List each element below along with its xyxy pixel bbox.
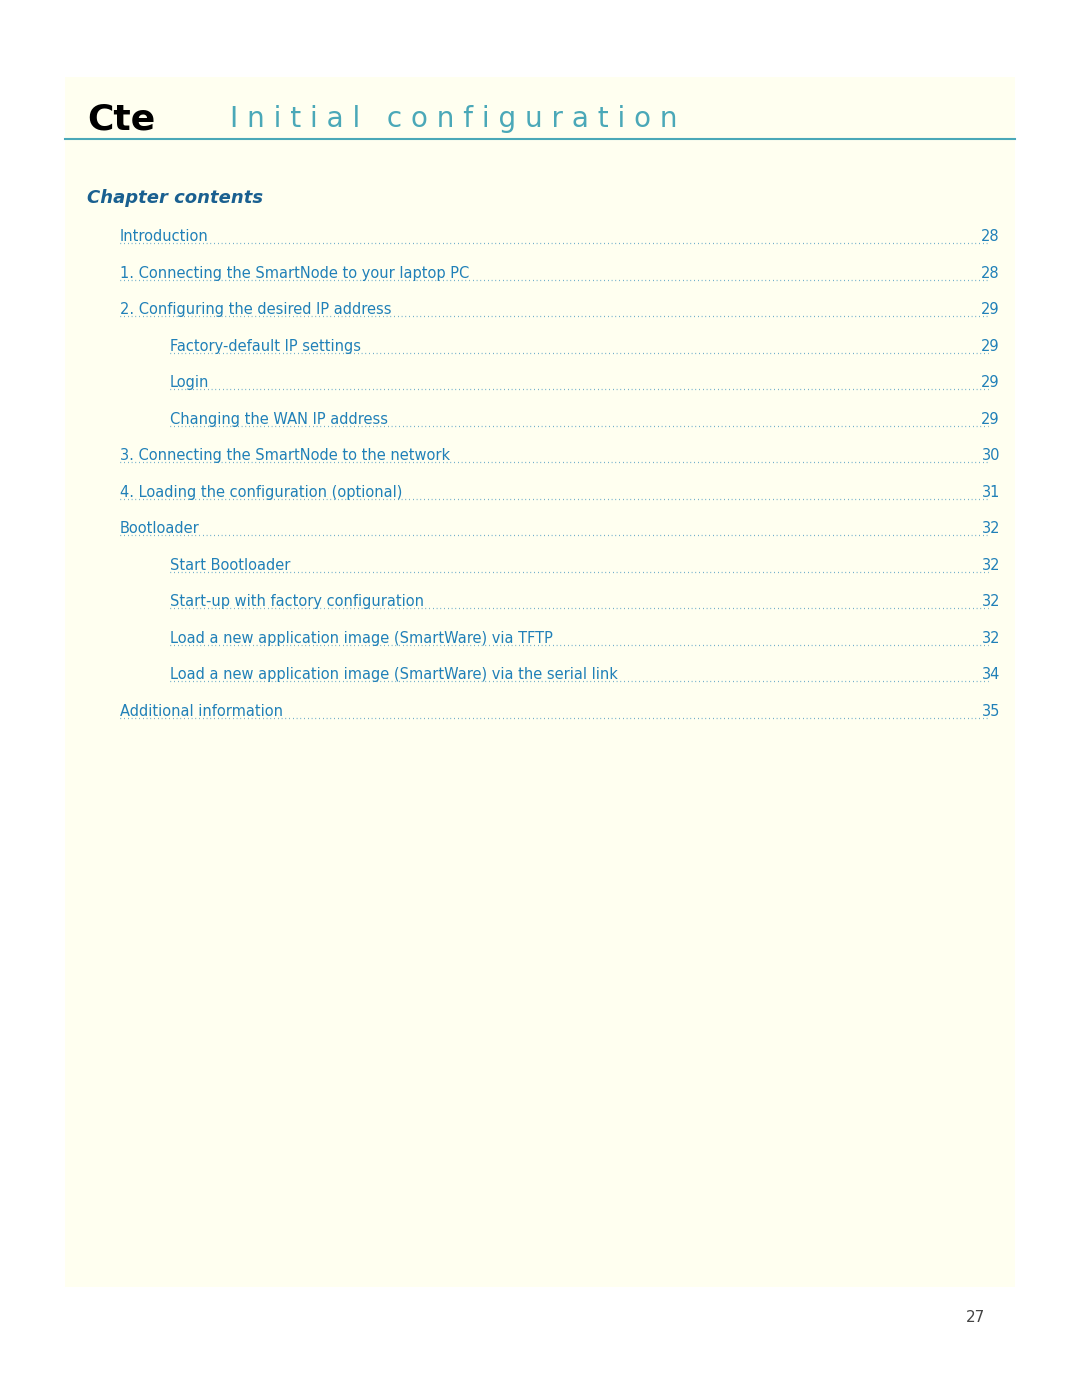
Text: Additional information: Additional information: [120, 704, 283, 718]
Text: Login: Login: [170, 374, 210, 390]
Text: 35: 35: [982, 704, 1000, 718]
Text: Changing the WAN IP address: Changing the WAN IP address: [170, 412, 388, 426]
Text: 31: 31: [982, 485, 1000, 500]
Text: 32: 32: [982, 521, 1000, 536]
Text: 32: 32: [982, 630, 1000, 645]
Text: 29: 29: [982, 302, 1000, 317]
Text: 28: 28: [982, 229, 1000, 244]
Text: Factory-default IP settings: Factory-default IP settings: [170, 338, 361, 353]
Text: Bootloader: Bootloader: [120, 521, 200, 536]
Text: 2. Configuring the desired IP address: 2. Configuring the desired IP address: [120, 302, 391, 317]
Text: 32: 32: [982, 594, 1000, 609]
Text: Load a new application image (SmartWare) via the serial link: Load a new application image (SmartWare)…: [170, 666, 618, 682]
Text: 32: 32: [982, 557, 1000, 573]
Text: Start Bootloader: Start Bootloader: [170, 557, 291, 573]
Text: 1. Connecting the SmartNode to your laptop PC: 1. Connecting the SmartNode to your lapt…: [120, 265, 469, 281]
Text: Introduction: Introduction: [120, 229, 208, 244]
Text: 29: 29: [982, 338, 1000, 353]
Text: Start-up with factory configuration: Start-up with factory configuration: [170, 594, 424, 609]
Text: Chapter contents: Chapter contents: [87, 189, 264, 207]
Text: 34: 34: [982, 666, 1000, 682]
Text: Cte: Cte: [87, 102, 156, 136]
Text: 30: 30: [982, 448, 1000, 462]
Text: Load a new application image (SmartWare) via TFTP: Load a new application image (SmartWare)…: [170, 630, 553, 645]
FancyBboxPatch shape: [65, 77, 1015, 1287]
Text: 27: 27: [966, 1310, 985, 1324]
Text: 4. Loading the configuration (optional): 4. Loading the configuration (optional): [120, 485, 403, 500]
Text: 29: 29: [982, 374, 1000, 390]
Text: 28: 28: [982, 265, 1000, 281]
Text: I n i t i a l   c o n f i g u r a t i o n: I n i t i a l c o n f i g u r a t i o n: [230, 105, 677, 133]
Text: 3. Connecting the SmartNode to the network: 3. Connecting the SmartNode to the netwo…: [120, 448, 450, 462]
Text: 29: 29: [982, 412, 1000, 426]
